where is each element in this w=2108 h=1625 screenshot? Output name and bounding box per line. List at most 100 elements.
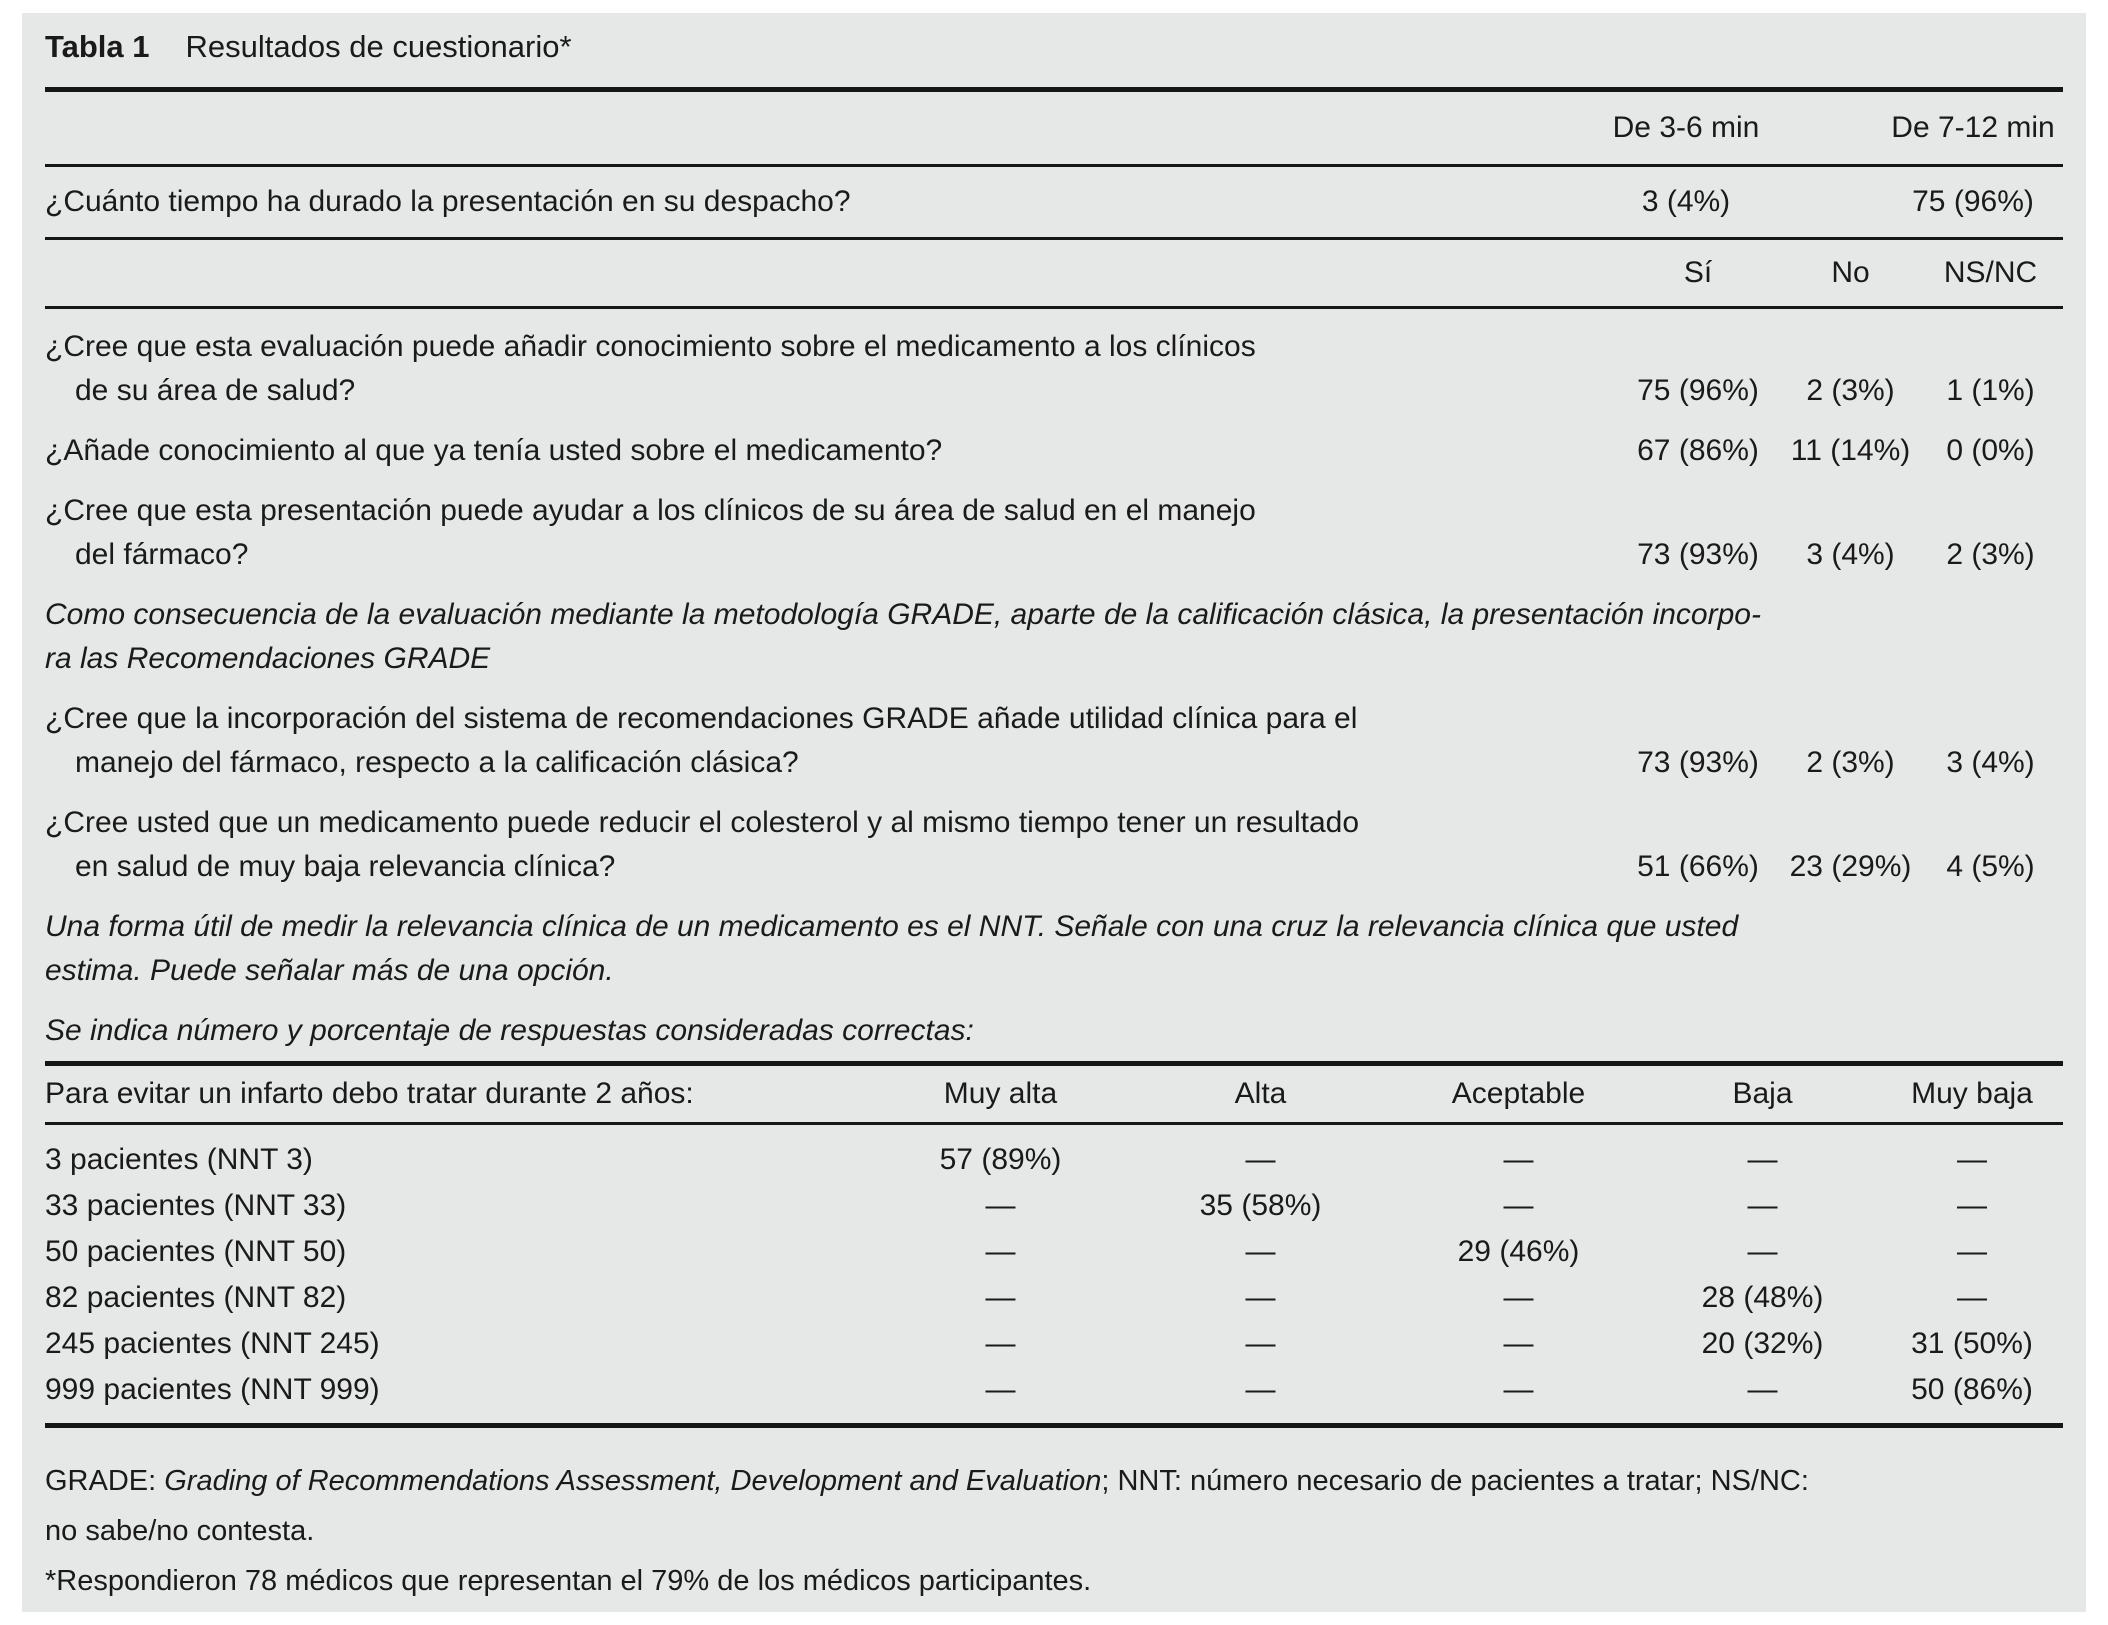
nnt-note-line-2: estima. Puede señalar más de una opción. [45,954,614,987]
table-caption: Resultados de cuestionario* [185,29,572,64]
table-title: Tabla 1 Resultados de cuestionario* [45,25,2063,69]
nnt-cell: — [1957,1189,1987,1222]
grade-note-line-1: Como consecuencia de la evaluación media… [45,598,1761,631]
footnote-abbreviations-line-2: no sabe/no contesta. [45,1515,315,1547]
nnt-cell: — [1503,1189,1534,1222]
value-no: 2 (3%) [1806,374,1895,407]
footnote-asterisk: *Respondieron 78 médicos que representan… [45,1565,1092,1597]
nnt-cell: — [985,1189,1016,1222]
nnt-cell: — [985,1281,1016,1314]
question-values: 73 (93%) 2 (3%) 3 (4%) [1613,741,2063,785]
nnt-row-6: 999 pacientes (NNT 999) — — — — 50 (86%) [45,1367,2063,1413]
nnt-row-3: 50 pacientes (NNT 50) — — 29 (46%) — — [45,1229,2063,1275]
nnt-header-row: Para evitar un infarto debo tratar duran… [45,1066,2063,1122]
nnt-row-1: 3 pacientes (NNT 3) 57 (89%) — — — — [45,1137,2063,1183]
nnt-cell: — [985,1235,1016,1268]
duration-col-header-2: De 7-12 min [1891,111,2055,144]
nnt-table-body: 3 pacientes (NNT 3) 57 (89%) — — — — 33 … [45,1125,2063,1413]
yesno-header-row: Sí No NS/NC [45,240,2063,306]
nnt-cell: — [985,1373,1016,1406]
value-nsnc: 0 (0%) [1946,434,2035,467]
nnt-cell: 31 (50%) [1911,1327,2033,1360]
grade-note-line-2: ra las Recomendaciones GRADE [45,642,491,675]
nnt-col-header-aceptable: Aceptable [1451,1077,1586,1110]
value-si: 51 (66%) [1637,850,1759,883]
value-no: 2 (3%) [1806,746,1895,779]
nnt-row-4: 82 pacientes (NNT 82) — — — 28 (48%) — [45,1275,2063,1321]
question-line-2: manejo del fármaco, respecto a la califi… [75,746,799,779]
divider-rule [45,306,2063,309]
nnt-cell: — [1503,1281,1534,1314]
value-nsnc: 3 (4%) [1946,746,2035,779]
nnt-cell: — [1245,1235,1276,1268]
correct-note-line: Se indica número y porcentaje de respues… [45,1014,974,1047]
question-line-1: ¿Cree que la incorporación del sistema d… [45,702,1358,735]
nnt-cell: — [1747,1235,1778,1268]
duration-question: ¿Cuánto tiempo ha durado la presentación… [45,185,851,218]
divider-rule [45,164,2063,167]
value-no: 23 (29%) [1789,850,1912,883]
duration-question-row: ¿Cuánto tiempo ha durado la presentación… [45,167,2063,237]
nnt-note: Una forma útil de medir la relevancia cl… [45,905,2063,993]
nnt-cell: 35 (58%) [1199,1189,1322,1222]
top-rule [45,87,2063,92]
question-line-2: del fármaco? [75,538,249,571]
duration-header-row: De 3-6 min De 7-12 min [45,92,2063,164]
nnt-row-header: Para evitar un infarto debo tratar duran… [45,1077,694,1110]
question-row-3: ¿Cree que esta presentación puede ayudar… [45,489,2063,577]
nnt-cell: — [1503,1143,1534,1176]
value-nsnc: 2 (3%) [1946,538,2035,571]
duration-value-2: 75 (96%) [1912,185,2034,218]
nnt-cell: — [1245,1373,1276,1406]
nnt-cell: 57 (89%) [939,1143,1062,1176]
nnt-cell: — [1503,1373,1534,1406]
nnt-col-header-baja: Baja [1732,1077,1793,1110]
table-number: Tabla 1 [45,29,150,64]
nnt-row-label: 3 pacientes (NNT 3) [45,1143,313,1176]
value-no: 11 (14%) [1790,434,1911,467]
duration-value-1: 3 (4%) [1641,185,1731,218]
nnt-row-label: 33 pacientes (NNT 33) [45,1189,347,1222]
footnote-grade-expansion: Grading of Recommendations Assessment, D… [164,1465,1102,1497]
nnt-top-rule [45,1061,2063,1066]
footnotes: GRADE: Grading of Recommendations Assess… [45,1456,2063,1606]
question-line-1: ¿Añade conocimiento al que ya tenía uste… [45,434,943,467]
question-row-1: ¿Cree que esta evaluación puede añadir c… [45,325,2063,413]
nnt-cell: — [1957,1235,1987,1268]
nnt-row-5: 245 pacientes (NNT 245) — — — 20 (32%) 3… [45,1321,2063,1367]
nnt-row-label: 999 pacientes (NNT 999) [45,1373,380,1406]
nnt-cell: — [1245,1143,1276,1176]
nnt-cell: 29 (46%) [1457,1235,1580,1268]
nnt-cell: — [1957,1143,1987,1176]
nnt-col-header-alta: Alta [1234,1077,1287,1110]
nnt-cell: — [1245,1281,1276,1314]
nnt-col-header-muy-alta: Muy alta [943,1077,1058,1110]
nnt-row-label: 245 pacientes (NNT 245) [45,1327,380,1360]
nnt-col-header-muy-baja: Muy baja [1911,1077,2033,1110]
nnt-cell: 20 (32%) [1701,1327,1824,1360]
nnt-cell: — [985,1327,1016,1360]
nnt-cell: — [1245,1327,1276,1360]
footnote-abbreviations-line-1: GRADE: Grading of Recommendations Assess… [45,1456,2063,1506]
question-line-1: ¿Cree que esta evaluación puede añadir c… [45,330,1256,363]
nnt-note-line-1: Una forma útil de medir la relevancia cl… [45,910,1739,943]
question-values: 73 (93%) 3 (4%) 2 (3%) [1613,533,2063,577]
value-si: 73 (93%) [1637,538,1759,571]
question-text: ¿Añade conocimiento al que ya tenía uste… [45,429,1613,473]
yesno-col-header-no: No [1831,256,1870,289]
question-values: 75 (96%) 2 (3%) 1 (1%) [1613,369,2063,413]
nnt-row-2: 33 pacientes (NNT 33) — 35 (58%) — — — [45,1183,2063,1229]
yesno-col-header-nsnc: NS/NC [1943,256,2038,289]
value-si: 73 (93%) [1637,746,1759,779]
grade-note: Como consecuencia de la evaluación media… [45,593,2063,681]
question-line-1: ¿Cree usted que un medicamento puede red… [45,806,1360,839]
nnt-cell: — [1503,1327,1534,1360]
question-text: ¿Cree usted que un medicamento puede red… [45,801,1613,889]
question-line-2: de su área de salud? [75,374,356,407]
yesno-col-header-si: Sí [1683,256,1713,289]
question-values: 51 (66%) 23 (29%) 4 (5%) [1613,845,2063,889]
value-si: 67 (86%) [1637,434,1759,467]
value-nsnc: 4 (5%) [1946,850,2035,883]
nnt-cell: — [1957,1281,1987,1314]
